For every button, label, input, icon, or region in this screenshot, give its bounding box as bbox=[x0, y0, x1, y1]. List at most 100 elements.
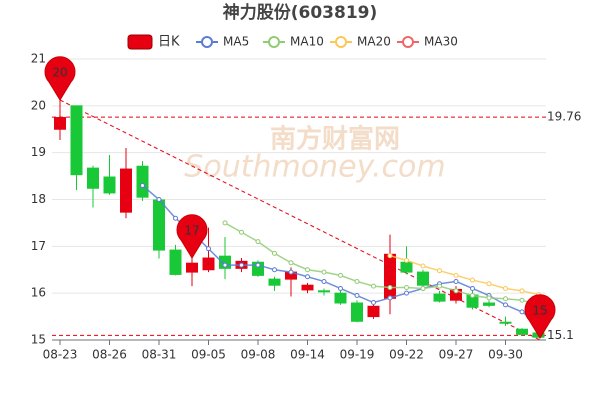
ma-point bbox=[503, 285, 508, 291]
ma-point bbox=[140, 182, 145, 188]
legend-swatch bbox=[402, 36, 414, 48]
ma-point bbox=[470, 293, 475, 299]
candle-body bbox=[202, 257, 215, 271]
ma-point bbox=[239, 262, 244, 268]
ma-point bbox=[387, 253, 393, 259]
ma-point bbox=[420, 285, 426, 291]
x-tick-label: 08-26 bbox=[92, 348, 127, 362]
candle-body bbox=[103, 176, 116, 194]
candle-body bbox=[87, 167, 99, 189]
ma-point bbox=[470, 285, 475, 291]
candle-body bbox=[400, 261, 413, 273]
candle-body bbox=[169, 249, 182, 275]
x-tick-label: 09-14 bbox=[290, 348, 325, 362]
legend-label: MA30 bbox=[424, 35, 458, 49]
y-tick-label: 21 bbox=[31, 52, 46, 66]
x-tick-label: 08-31 bbox=[142, 348, 177, 362]
x-tick-label: 09-22 bbox=[389, 348, 424, 362]
chart-title: 神力股份(603819) bbox=[223, 2, 378, 23]
ma-point bbox=[404, 257, 409, 263]
candle-body bbox=[433, 293, 446, 302]
ma-point bbox=[404, 290, 409, 296]
ma-point bbox=[470, 277, 475, 283]
ma-point bbox=[519, 309, 525, 315]
x-tick-label: 08-23 bbox=[43, 348, 78, 362]
x-tick-label: 09-05 bbox=[191, 348, 226, 362]
candle-body bbox=[367, 305, 380, 318]
ma-point bbox=[519, 297, 525, 303]
ma-point bbox=[503, 302, 508, 308]
ma-point bbox=[255, 239, 261, 245]
pin-label: 15 bbox=[532, 304, 547, 318]
legend-label: 日K bbox=[158, 35, 180, 50]
candle-body bbox=[483, 302, 495, 306]
ma-point bbox=[321, 278, 327, 284]
ma-point bbox=[354, 293, 360, 299]
candle-body bbox=[186, 262, 198, 273]
ma-point bbox=[404, 285, 409, 291]
x-tick-label: 09-30 bbox=[488, 348, 523, 362]
y-tick-label: 18 bbox=[31, 192, 46, 206]
ma-point bbox=[321, 269, 327, 275]
candle-body bbox=[54, 117, 66, 130]
legend-label: MA5 bbox=[223, 35, 249, 49]
ma-point bbox=[272, 267, 277, 273]
y-tick-label: 15 bbox=[31, 333, 46, 347]
x-tick-label: 09-08 bbox=[241, 348, 276, 362]
ma-point bbox=[255, 262, 261, 268]
ma-point bbox=[173, 215, 178, 221]
ma-point bbox=[272, 250, 277, 256]
pin bbox=[44, 56, 76, 101]
ma-point bbox=[305, 267, 310, 273]
ma-line bbox=[389, 254, 539, 296]
ma-point bbox=[371, 283, 376, 289]
ma-point bbox=[420, 263, 426, 269]
ma-point bbox=[486, 295, 492, 301]
candle-body bbox=[120, 168, 132, 213]
candle-body bbox=[252, 261, 264, 276]
ma-point bbox=[338, 272, 343, 278]
ma-point bbox=[387, 285, 393, 291]
ma-point bbox=[156, 197, 162, 202]
candle-body bbox=[219, 255, 231, 269]
x-tick-label: 09-19 bbox=[340, 348, 375, 362]
candle-body bbox=[516, 328, 528, 335]
pin-label: 20 bbox=[52, 66, 67, 80]
candle-body bbox=[318, 290, 330, 293]
ma-point bbox=[354, 278, 360, 284]
legend-swatch bbox=[201, 36, 213, 48]
ma-point bbox=[288, 260, 294, 266]
ma-point bbox=[338, 285, 343, 291]
legend-label: MA20 bbox=[357, 35, 391, 49]
ma-point bbox=[288, 269, 294, 275]
pin-label: 17 bbox=[184, 224, 199, 238]
ma-point bbox=[437, 283, 442, 289]
y-tick-label: 20 bbox=[31, 98, 46, 112]
ma-point bbox=[453, 278, 459, 284]
ma-point bbox=[387, 295, 393, 301]
candle-body bbox=[351, 302, 363, 322]
ma-point bbox=[305, 274, 310, 280]
ref-label: 19.76 bbox=[547, 110, 581, 124]
ma-point bbox=[453, 272, 459, 278]
ma-point bbox=[206, 246, 211, 252]
pin bbox=[524, 294, 556, 339]
candle-body bbox=[301, 284, 314, 291]
pin bbox=[176, 214, 208, 259]
ma-point bbox=[371, 300, 376, 306]
candle-body bbox=[499, 321, 512, 324]
ma-point bbox=[486, 281, 492, 287]
watermark: Southmoney.com bbox=[184, 150, 445, 185]
candle-body bbox=[268, 278, 281, 286]
legend-swatch bbox=[335, 36, 347, 48]
y-tick-label: 17 bbox=[31, 239, 46, 253]
y-tick-label: 19 bbox=[31, 145, 46, 159]
candle-body bbox=[136, 165, 149, 198]
candle-body bbox=[153, 199, 165, 251]
ref-label: 15.1 bbox=[547, 328, 574, 342]
candle-body bbox=[417, 271, 429, 286]
candle-body bbox=[384, 253, 396, 299]
trend-line bbox=[59, 99, 541, 341]
candle-body bbox=[334, 292, 347, 304]
